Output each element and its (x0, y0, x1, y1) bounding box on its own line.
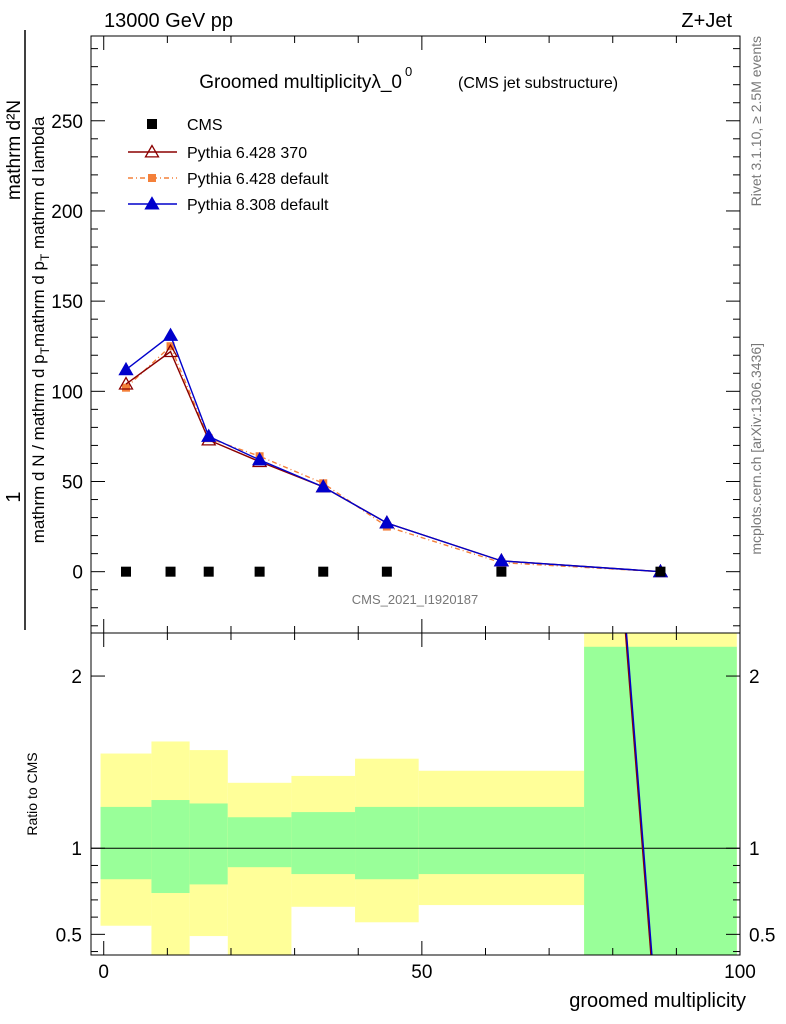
ratio-ylabel: Ratio to CMS (24, 752, 40, 835)
ratio-band-inner (418, 806, 585, 875)
ylabel-numerator-one: 1 (3, 491, 25, 502)
main-ylabel: 1 mathrm d²N mathrm d N / mathrm d pTmat… (3, 30, 52, 630)
ratio-ytick-label-right: 1 (749, 839, 760, 860)
legend-label: CMS (187, 117, 223, 134)
header-left: 13000 GeV pp (104, 10, 233, 32)
series-0-point (254, 566, 265, 577)
series-line-3 (125, 334, 661, 573)
ratio-band-inner (100, 806, 152, 880)
watermark: CMS_2021_I1920187 (352, 592, 479, 607)
mcplots-label: mcplots.cern.ch [arXiv:1306.3436] (748, 343, 764, 555)
ylabel-numerator: mathrm d²N (4, 100, 25, 200)
ratio-ytick-label: 1 (71, 839, 82, 860)
series-0-point (318, 566, 329, 577)
main-ytick-label: 50 (62, 472, 83, 493)
ratio-bands (100, 633, 737, 955)
ratio-band-inner (151, 800, 190, 894)
series-3-point (379, 515, 395, 529)
main-ytick-label: 0 (72, 563, 83, 584)
ratio-ytick-label: 0.5 (56, 925, 82, 946)
legend-label: Pythia 8.308 default (187, 197, 329, 214)
series-0-point (381, 566, 392, 577)
ratio-band-inner (291, 812, 356, 875)
series-3-point (493, 553, 510, 567)
legend-marker (144, 144, 160, 158)
main-ytick-label: 100 (51, 382, 83, 403)
series-3-point (118, 361, 134, 376)
main-series (118, 327, 669, 578)
series-2-point (121, 383, 130, 392)
series-1-point (162, 343, 179, 358)
series-3-point (315, 479, 331, 493)
main-title-superscript: 0 (405, 64, 412, 79)
series-0-point (203, 566, 214, 577)
ratio-band-inner (584, 646, 737, 955)
ratio-ytick-label-right: 0.5 (749, 925, 775, 946)
ratio-line-p8 (625, 632, 653, 956)
ratio-ytick-label-right: 2 (749, 667, 760, 688)
series-1-point (118, 376, 134, 390)
ratio-band-inner (227, 817, 292, 868)
ylabel-denominator: mathrm d N / mathrm d pTmathrm d pT math… (29, 116, 52, 543)
ratio-xtick-label: 100 (724, 962, 756, 983)
legend-label: Pythia 6.428 default (187, 171, 329, 188)
ratio-series (624, 632, 653, 956)
header-right: Z+Jet (681, 10, 732, 32)
ratio-band-outer (227, 782, 292, 955)
series-0-point (496, 566, 507, 577)
series-3-point (162, 327, 179, 341)
rivet-label: Rivet 3.1.10, ≥ 2.5M events (748, 36, 764, 206)
ratio-band-inner (355, 806, 419, 880)
legend-label: Pythia 6.428 370 (187, 145, 307, 162)
series-3-point (201, 428, 217, 442)
ratio-xtick-label: 0 (98, 962, 109, 983)
series-0-point (165, 566, 176, 577)
legend-marker (147, 119, 157, 129)
ratio-ytick-label: 2 (71, 667, 82, 688)
series-line-1 (125, 350, 661, 573)
ratio-band-inner (189, 803, 228, 885)
main-ticks: 0 50 100 150 200 250 (51, 36, 741, 633)
ratio-line-p6-370 (624, 632, 652, 956)
ratio-frame (90, 632, 741, 956)
series-3-point (251, 452, 268, 466)
series-0-point (120, 566, 131, 577)
main-ytick-label: 200 (51, 202, 83, 223)
series-line-2 (125, 345, 661, 573)
ratio-xtick-label: 50 (411, 962, 432, 983)
legend: CMS Pythia 6.428 370 Pythia 6.428 default P… (128, 117, 329, 214)
main-subtitle: (CMS jet substructure) (458, 75, 618, 92)
ratio-plot: 0.5 0.5 1 1 2 2 0 50 100 (56, 632, 775, 983)
main-ytick-label: 250 (51, 112, 83, 133)
legend-marker (144, 196, 160, 210)
series-0-point (655, 566, 666, 577)
ratio-ticks: 0.5 0.5 1 1 2 2 0 50 100 (56, 633, 775, 983)
main-ytick-label: 150 (51, 292, 83, 313)
legend-marker (148, 174, 156, 182)
main-title: Groomed multiplicityλ_0 (199, 72, 402, 93)
xlabel: groomed multiplicity (569, 990, 746, 1012)
